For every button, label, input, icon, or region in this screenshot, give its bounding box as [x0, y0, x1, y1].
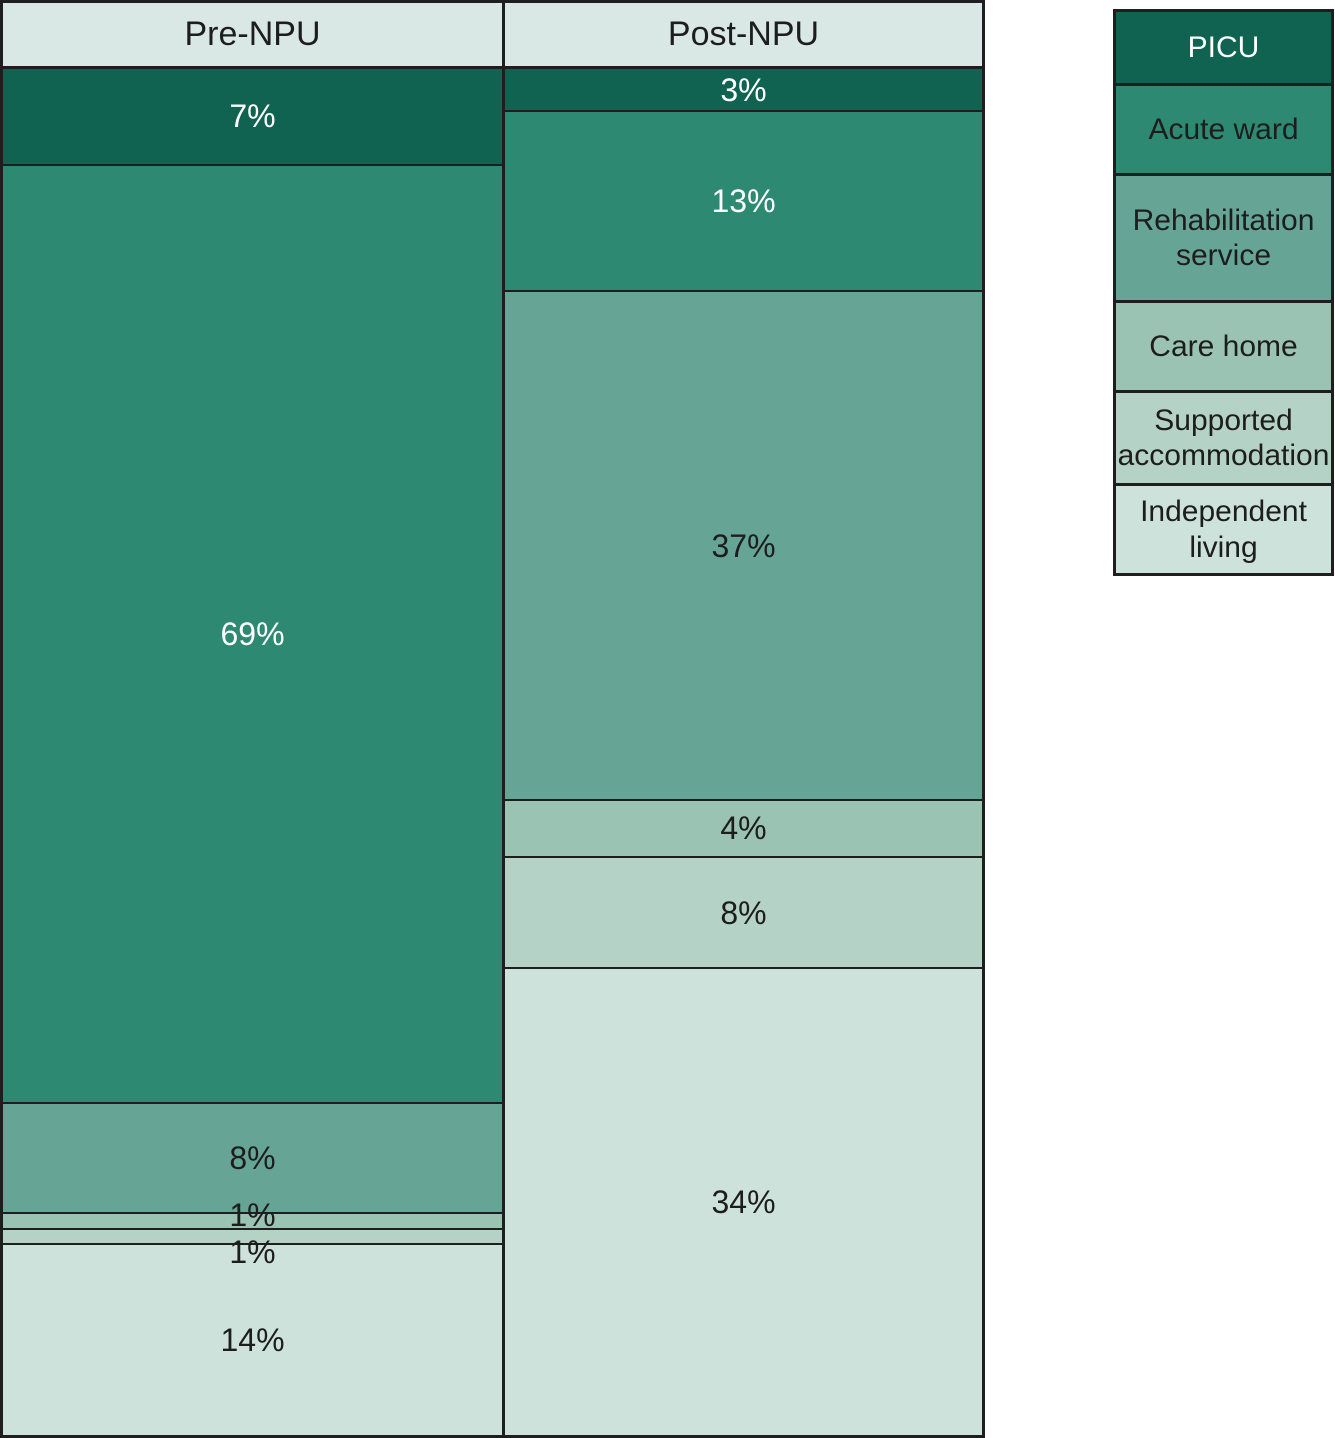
segment-care-home: 1% — [3, 1199, 502, 1231]
stacked-bar-chart: Pre-NPU 7% 69% 8% 1% 1% 14% Post-NPU 3% … — [0, 0, 985, 1438]
segment-acute-ward: 69% — [3, 163, 502, 1102]
segment-rehabilitation-service: 37% — [505, 290, 982, 799]
segment-value-label: 1% — [229, 1234, 276, 1271]
segment-value-label: 1% — [229, 1196, 276, 1233]
segment-value-label: 34% — [711, 1184, 776, 1221]
legend-item-care-home: Care home — [1116, 300, 1331, 390]
segment-value-label: 69% — [220, 615, 285, 652]
legend-item-rehabilitation-service: Rehabilitation service — [1116, 173, 1331, 300]
legend-item-label: Care home — [1149, 329, 1298, 363]
legend-item-label: Rehabilitation service — [1132, 203, 1315, 272]
legend-item-supported-accommodation: Supported accommodation — [1116, 390, 1331, 483]
segment-value-label: 37% — [711, 527, 776, 564]
legend-item-acute-ward: Acute ward — [1116, 83, 1331, 173]
segment-picu: 7% — [3, 69, 502, 164]
legend-item-independent-living: Independent living — [1116, 483, 1331, 573]
chart-legend: PICU Acute ward Rehabilitation service C… — [1113, 9, 1334, 576]
legend-item-label: PICU — [1187, 30, 1260, 64]
column-pre-npu: Pre-NPU 7% 69% 8% 1% 1% 14% — [0, 0, 505, 1438]
column-body: 7% 69% 8% 1% 1% 14% — [3, 69, 502, 1436]
legend-item-label: Supported accommodation — [1117, 403, 1330, 472]
segment-value-label: 7% — [229, 98, 276, 135]
segment-independent-living: 34% — [505, 967, 982, 1435]
segment-picu: 3% — [505, 69, 982, 111]
segment-value-label: 4% — [720, 810, 767, 847]
segment-value-label: 8% — [720, 894, 767, 931]
segment-acute-ward: 13% — [505, 110, 982, 291]
column-header-label: Post-NPU — [667, 15, 820, 53]
column-header: Pre-NPU — [3, 3, 502, 69]
segment-value-label: 13% — [711, 183, 776, 220]
column-header: Post-NPU — [505, 3, 982, 69]
segment-rehabilitation-service: 8% — [3, 1101, 502, 1213]
legend-item-label: Acute ward — [1148, 112, 1299, 146]
segment-supported-accommodation: 1% — [3, 1227, 502, 1268]
segment-value-label: 14% — [220, 1322, 285, 1359]
column-header-label: Pre-NPU — [184, 15, 321, 53]
segment-value-label: 8% — [229, 1139, 276, 1176]
column-body: 3% 13% 37% 4% 8% 34% — [505, 69, 982, 1435]
legend-item-picu: PICU — [1116, 12, 1331, 83]
legend-item-label: Independent living — [1140, 495, 1307, 564]
segment-supported-accommodation: 8% — [505, 855, 982, 968]
column-post-npu: Post-NPU 3% 13% 37% 4% 8% 34% — [502, 0, 985, 1438]
segment-value-label: 3% — [720, 71, 767, 108]
segment-independent-living: 14% — [3, 1243, 502, 1436]
segment-care-home: 4% — [505, 798, 982, 856]
